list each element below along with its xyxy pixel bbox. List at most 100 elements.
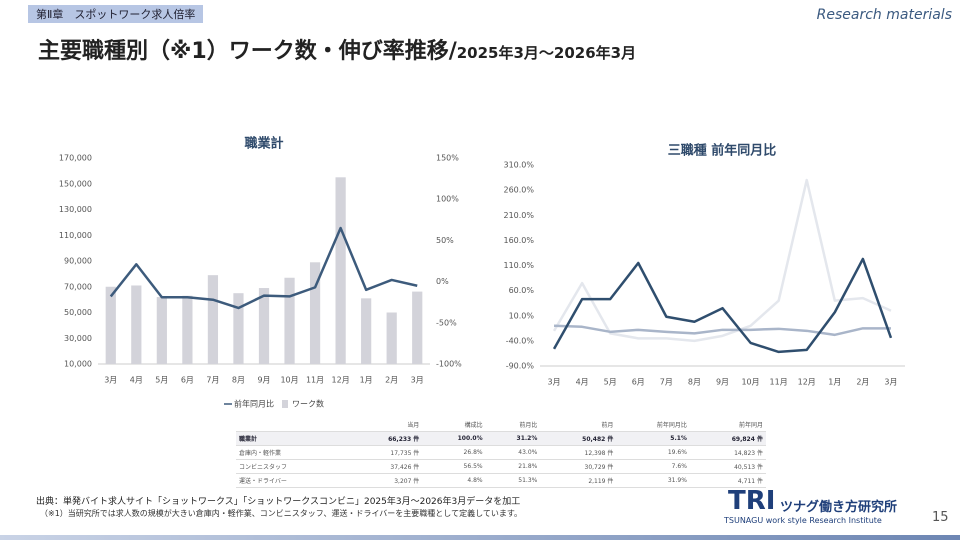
y2-tick-label: -100%	[436, 360, 462, 369]
chart: 職業計 10,000 30,000 50,000 70,000 90,000 110,000…	[59, 136, 462, 409]
table-cell: 12,398 件	[540, 445, 617, 460]
bar	[131, 285, 142, 364]
x-tick-label: 9月	[716, 378, 729, 387]
legend-label: ワーク数	[292, 399, 324, 409]
table-cell: 19.6%	[616, 445, 690, 460]
table-cell: 31.2%	[485, 431, 541, 446]
table-cell: 倉庫内・軽作業	[236, 445, 347, 460]
page-number: 15	[932, 510, 949, 525]
data-table: 当月 構成比 前月比 前月 前年同月比 前年同月 職業計 66,233 件 100.0% 31.2…	[236, 418, 766, 488]
header-cell: 前月	[540, 418, 617, 432]
x-tick-label: 9月	[257, 376, 270, 385]
table-cell: 37,426 件	[346, 459, 423, 474]
header-cell: 前年同月比	[616, 418, 690, 432]
y-tick-label: 210.0%	[503, 211, 534, 220]
x-tick-label: 12月	[332, 376, 350, 385]
x-tick-label: 6月	[632, 378, 645, 387]
header-cell: 前年同月	[689, 418, 766, 432]
logo: TRI	[728, 486, 776, 516]
header-cell: 構成比	[422, 418, 486, 432]
x-tick-label: 3月	[104, 376, 117, 385]
table-cell: 56.5%	[422, 459, 486, 474]
x-tick-label: 2月	[856, 378, 869, 387]
line	[552, 178, 892, 343]
y-tick-label: 110.0%	[503, 261, 534, 270]
header-row: 当月 構成比 前月比 前月 前年同月比 前年同月	[236, 418, 766, 432]
table-cell: 職業計	[236, 431, 347, 446]
y2-tick-label: -50%	[436, 318, 457, 327]
y-tick-label: -40.0%	[506, 336, 535, 345]
source: 出典：単発バイト求人サイト「ショットワークス」「ショットワークスコンビニ」202…	[36, 497, 521, 507]
table-cell: 100.0%	[422, 431, 486, 446]
table-cell: 40,513 件	[689, 459, 766, 474]
y-tick-label: 10.0%	[509, 311, 535, 320]
bar	[386, 312, 397, 364]
y-tick-label: 50,000	[64, 308, 92, 317]
bar	[233, 293, 244, 364]
x-tick-label: 3月	[547, 378, 560, 387]
bar	[156, 297, 167, 364]
org-en: TSUNAGU work style Research Institute	[724, 516, 882, 525]
table-cell: 17,735 件	[346, 445, 423, 460]
table-cell: 14,823 件	[689, 445, 766, 460]
x-tick-label: 8月	[688, 378, 701, 387]
x-tick-label: 3月	[411, 376, 424, 385]
chart: 三職種 前年同月比 -90.0% -40.0% 10.0% 60.0% 110.0% 160…	[503, 143, 905, 387]
x-tick-label: 5月	[155, 376, 168, 385]
y-tick-label: 70,000	[64, 282, 92, 291]
y2-tick-label: 150%	[436, 154, 459, 163]
x-tick-label: 10月	[280, 376, 298, 385]
table-cell: 50,482 件	[540, 431, 617, 446]
bar	[361, 298, 372, 364]
bar	[207, 275, 219, 364]
table-row: 倉庫内・軽作業 17,735 件 26.8% 43.0% 12,398 件 19.6% 14…	[236, 445, 766, 460]
bar	[412, 291, 423, 364]
y-tick-label: 160.0%	[503, 236, 534, 245]
table-cell: 43.0%	[485, 445, 541, 460]
subtitle: 2025年3月～2026年3月	[456, 44, 637, 62]
note: （※1）当研究所では求人数の規模が大きい倉庫内・軽作業、コンビニスタッフ、運送・…	[40, 509, 523, 518]
bar	[258, 288, 270, 364]
table-cell: 26.8%	[422, 445, 486, 460]
y-tick-label: -90.0%	[506, 362, 535, 371]
x-tick-label: 11月	[770, 378, 788, 387]
title: 主要職種別（※1）ワーク数・伸び率推移/	[38, 39, 457, 64]
x-tick-label: 5月	[604, 378, 617, 387]
y-tick-label: 150,000	[59, 179, 92, 188]
chart-title: 職業計	[244, 136, 283, 152]
table-cell: 3,207 件	[346, 473, 423, 488]
bar	[284, 277, 295, 364]
table-row: 運送・ドライバー 3,207 件 4.8% 51.3% 2,119 件 31.9% 4,71…	[236, 473, 766, 488]
x-tick-label: 6月	[181, 376, 194, 385]
y2-tick-label: 0%	[436, 277, 449, 286]
line	[109, 226, 418, 310]
table-cell: 21.8%	[485, 459, 541, 474]
y-tick-label: 110,000	[59, 231, 92, 240]
table-row: 職業計 66,233 件 100.0% 31.2% 50,482 件 5.1% 69,824…	[236, 431, 766, 446]
table-cell: 66,233 件	[346, 431, 423, 446]
y2-tick-label: 50%	[436, 236, 454, 245]
table-cell: 2,119 件	[540, 473, 617, 488]
x-tick-label: 3月	[884, 378, 897, 387]
y-tick-label: 10,000	[64, 360, 92, 369]
line	[553, 324, 891, 337]
chapter-tag: 第Ⅱ章 スポットワーク求人倍率	[28, 5, 204, 23]
chart-title: 三職種 前年同月比	[668, 143, 777, 159]
x-tick-label: 2月	[385, 376, 398, 385]
legend-swatch	[282, 400, 288, 408]
table-cell: 51.3%	[485, 473, 541, 488]
bar	[309, 262, 321, 364]
x-tick-label: 4月	[576, 378, 589, 387]
bar	[335, 177, 346, 364]
y-tick-label: 310.0%	[503, 161, 534, 170]
table-cell: 運送・ドライバー	[236, 473, 347, 488]
x-tick-label: 4月	[130, 376, 143, 385]
line	[552, 257, 893, 354]
table-cell: 30,729 件	[540, 459, 617, 474]
y-tick-label: 60.0%	[509, 286, 535, 295]
y-tick-label: 90,000	[64, 257, 92, 266]
x-tick-label: 12月	[798, 378, 816, 387]
table-cell: 7.6%	[616, 459, 690, 474]
